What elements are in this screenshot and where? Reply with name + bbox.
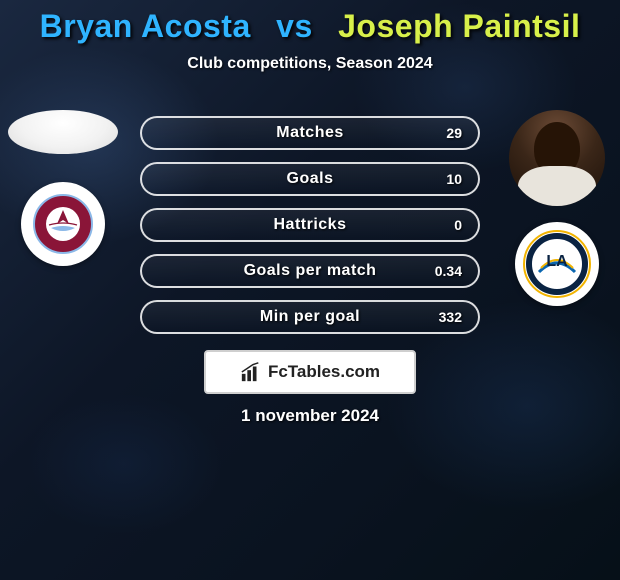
stat-pill: Matches 29 [140, 116, 480, 150]
stat-row: Goals per match 0.34 [140, 254, 480, 288]
stat-row: Hattricks 0 [140, 208, 480, 242]
stat-right-value: 0 [422, 217, 462, 233]
subtitle: Club competitions, Season 2024 [0, 55, 620, 73]
player1-name: Bryan Acosta [40, 8, 251, 44]
date-text: 1 november 2024 [0, 406, 620, 426]
stat-pill: Min per goal 332 [140, 300, 480, 334]
stat-pill: Goals per match 0.34 [140, 254, 480, 288]
stat-right-value: 10 [422, 171, 462, 187]
stat-row: Matches 29 [140, 116, 480, 150]
stat-label: Goals [198, 170, 422, 188]
stat-right-value: 332 [422, 309, 462, 325]
stat-pill: Goals 10 [140, 162, 480, 196]
stat-right-value: 0.34 [422, 263, 462, 279]
stat-label: Min per goal [198, 308, 422, 326]
stats-table: Matches 29 Goals 10 Hattricks 0 Goals pe… [0, 116, 620, 346]
bar-chart-icon [240, 361, 262, 383]
infographic: Bryan Acosta vs Joseph Paintsil Club com… [0, 0, 620, 580]
stat-row: Min per goal 332 [140, 300, 480, 334]
stat-row: Goals 10 [140, 162, 480, 196]
stat-label: Matches [198, 124, 422, 142]
watermark: FcTables.com [204, 350, 416, 394]
watermark-text: FcTables.com [268, 362, 380, 382]
vs-text: vs [276, 8, 313, 44]
stat-label: Goals per match [198, 262, 422, 280]
stat-label: Hattricks [198, 216, 422, 234]
player2-name: Joseph Paintsil [338, 8, 580, 44]
stat-pill: Hattricks 0 [140, 208, 480, 242]
page-title: Bryan Acosta vs Joseph Paintsil [0, 0, 620, 45]
stat-right-value: 29 [422, 125, 462, 141]
